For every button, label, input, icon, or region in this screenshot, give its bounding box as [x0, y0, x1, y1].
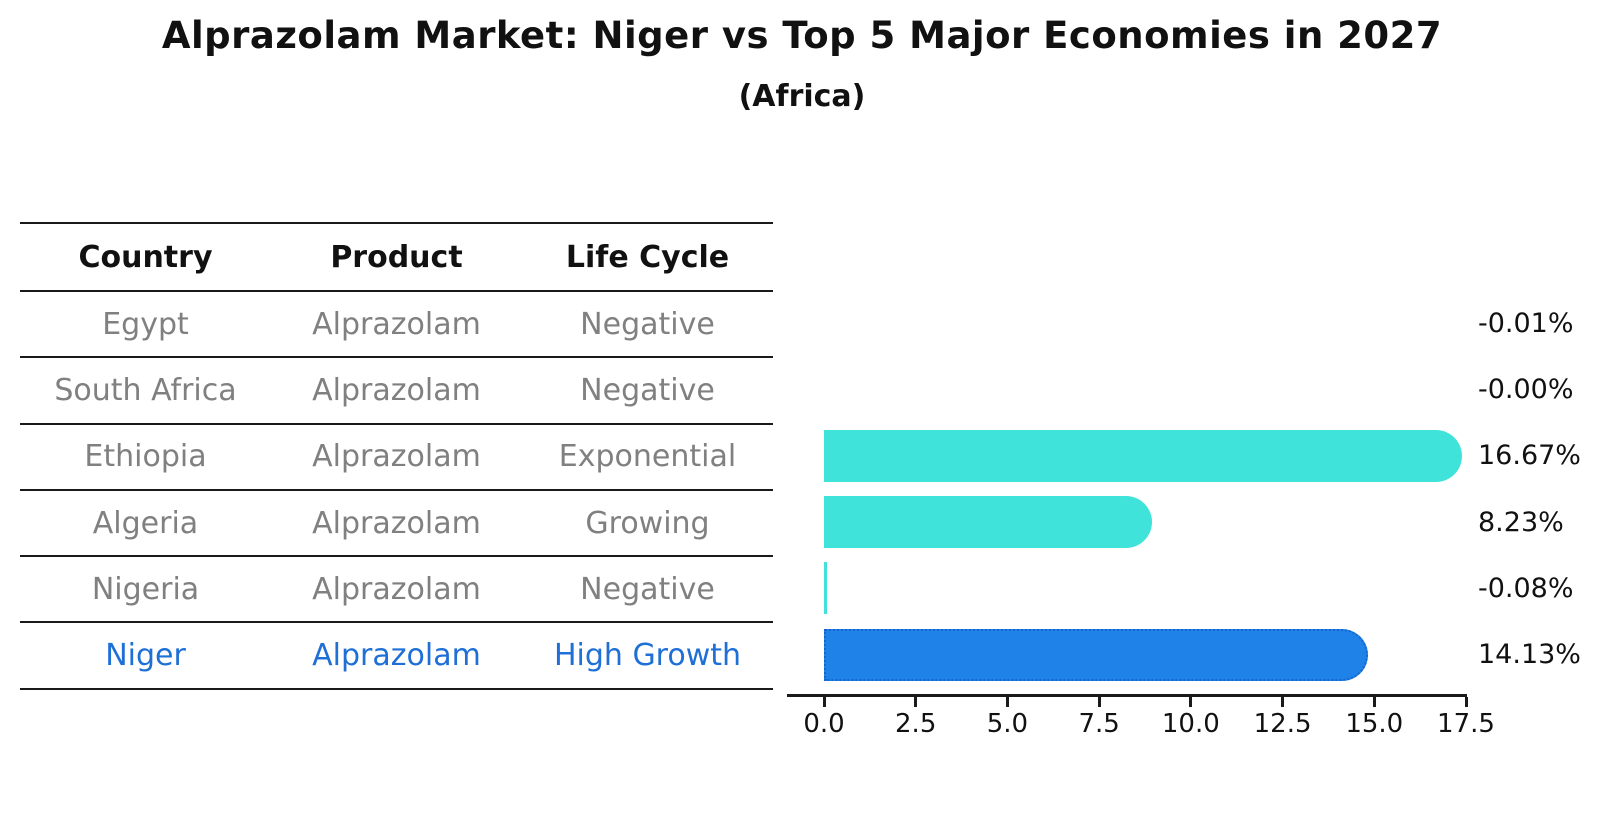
life-cycle-cell: Exponential	[558, 439, 737, 475]
product-cell: Alprazolam	[312, 638, 481, 674]
x-tick-label-7.5: 7.5	[1078, 709, 1120, 739]
table-row-algeria: Algeria Alprazolam Growing	[20, 491, 773, 558]
x-tick-0.0	[822, 697, 826, 707]
value-label-south-africa: -0.00%	[1478, 373, 1574, 405]
x-tick-15.0	[1372, 697, 1376, 707]
x-tick-5.0	[1005, 697, 1009, 707]
product-cell: Alprazolam	[312, 439, 481, 475]
x-tick-label-5.0: 5.0	[986, 709, 1029, 739]
column-header-product: Product	[330, 239, 463, 275]
x-tick-label-0.0: 0.0	[803, 709, 845, 739]
life-cycle-cell: Negative	[580, 372, 715, 408]
life-cycle-cell: High Growth	[553, 638, 742, 674]
table-row-egypt: Egypt Alprazolam Negative	[20, 292, 773, 359]
country-cell: Niger	[105, 638, 186, 674]
x-tick-12.5	[1281, 697, 1285, 707]
chart-subtitle: (Africa)	[738, 79, 866, 114]
value-label-nigeria: -0.08%	[1478, 572, 1574, 604]
table-row-south-africa: South Africa Alprazolam Negative	[20, 358, 773, 425]
x-tick-10.0	[1189, 697, 1193, 707]
x-tick-7.5	[1097, 697, 1101, 707]
x-tick-2.5	[914, 697, 918, 707]
chart-title: Alprazolam Market: Niger vs Top 5 Major …	[161, 14, 1443, 57]
x-tick-label-10.0: 10.0	[1161, 709, 1220, 739]
bar-niger	[824, 628, 1369, 681]
value-label-niger: 14.13%	[1478, 639, 1581, 671]
product-cell: Alprazolam	[312, 505, 481, 541]
product-cell: Alprazolam	[312, 372, 481, 408]
x-tick-label-15.0: 15.0	[1345, 709, 1404, 739]
column-header-country: Country	[78, 239, 213, 275]
life-cycle-cell: Negative	[580, 571, 715, 607]
table-row-nigeria: Nigeria Alprazolam Negative	[20, 557, 773, 624]
x-axis-line	[787, 694, 1467, 697]
country-table: Country Product Life Cycle Egypt Alprazol…	[20, 222, 773, 690]
life-cycle-cell: Growing	[585, 505, 710, 541]
product-cell: Alprazolam	[312, 571, 481, 607]
country-cell: South Africa	[54, 372, 237, 408]
country-cell: Nigeria	[91, 571, 200, 607]
country-cell: Algeria	[92, 505, 199, 541]
column-header-life-cycle: Life Cycle	[565, 239, 730, 275]
country-cell: Egypt	[102, 306, 189, 342]
x-tick-label-2.5: 2.5	[895, 709, 937, 739]
value-label-egypt: -0.01%	[1478, 307, 1574, 339]
x-tick-label-12.5: 12.5	[1253, 709, 1312, 739]
x-tick-17.5	[1464, 697, 1468, 707]
x-tick-label-17.5: 17.5	[1437, 709, 1495, 739]
country-cell: Ethiopia	[84, 439, 207, 475]
table-row-ethiopia: Ethiopia Alprazolam Exponential	[20, 425, 773, 491]
life-cycle-cell: Negative	[580, 306, 715, 342]
product-cell: Alprazolam	[312, 306, 481, 342]
bar-algeria	[824, 495, 1152, 548]
table-row-niger: Niger Alprazolam High Growth	[20, 623, 773, 690]
table-header-row: Country Product Life Cycle	[20, 224, 773, 292]
bar-ethiopia	[824, 429, 1462, 482]
value-label-ethiopia: 16.67%	[1478, 440, 1581, 472]
value-label-algeria: 8.23%	[1478, 506, 1564, 538]
bar-nigeria	[824, 562, 827, 615]
